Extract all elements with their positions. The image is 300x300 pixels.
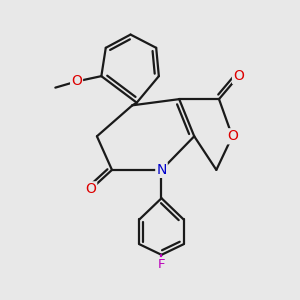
Text: O: O — [85, 182, 96, 197]
Text: O: O — [233, 69, 244, 83]
Text: O: O — [227, 129, 238, 143]
Text: O: O — [71, 74, 82, 88]
Text: N: N — [156, 163, 167, 177]
Text: F: F — [158, 258, 165, 271]
